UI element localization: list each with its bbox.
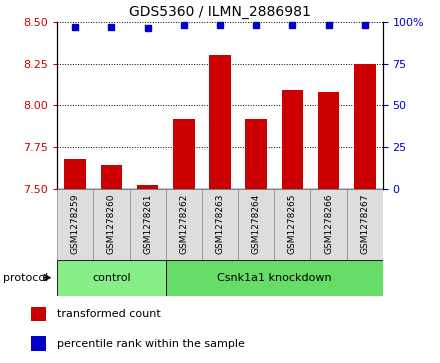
Bar [57,189,93,260]
Bar [246,119,267,189]
Bar [129,189,166,260]
Text: protocol: protocol [3,273,48,283]
Bar [274,189,311,260]
Text: GSM1278261: GSM1278261 [143,194,152,254]
Bar [57,260,166,296]
Bar [282,90,303,189]
Bar [166,189,202,260]
Text: GSM1278265: GSM1278265 [288,194,297,254]
Text: GSM1278260: GSM1278260 [107,194,116,254]
Bar [166,260,383,296]
Text: GSM1278267: GSM1278267 [360,194,369,254]
Bar [31,336,46,351]
Bar [64,159,86,189]
Text: control: control [92,273,131,283]
Bar [31,307,46,321]
Bar [93,189,129,260]
Title: GDS5360 / ILMN_2886981: GDS5360 / ILMN_2886981 [129,5,311,19]
Bar [101,166,122,189]
Bar [347,189,383,260]
Text: GSM1278264: GSM1278264 [252,194,260,254]
Bar [173,119,194,189]
Bar [238,189,274,260]
Text: GSM1278266: GSM1278266 [324,194,333,254]
Text: percentile rank within the sample: percentile rank within the sample [57,339,245,348]
Bar [354,64,376,189]
Bar [137,185,158,189]
Text: GSM1278262: GSM1278262 [180,194,188,254]
Text: GSM1278263: GSM1278263 [216,194,224,254]
Bar [311,189,347,260]
Text: GSM1278259: GSM1278259 [71,194,80,254]
Bar [318,92,339,189]
Text: Csnk1a1 knockdown: Csnk1a1 knockdown [217,273,332,283]
Bar [202,189,238,260]
Bar [209,55,231,189]
Text: transformed count: transformed count [57,309,161,319]
